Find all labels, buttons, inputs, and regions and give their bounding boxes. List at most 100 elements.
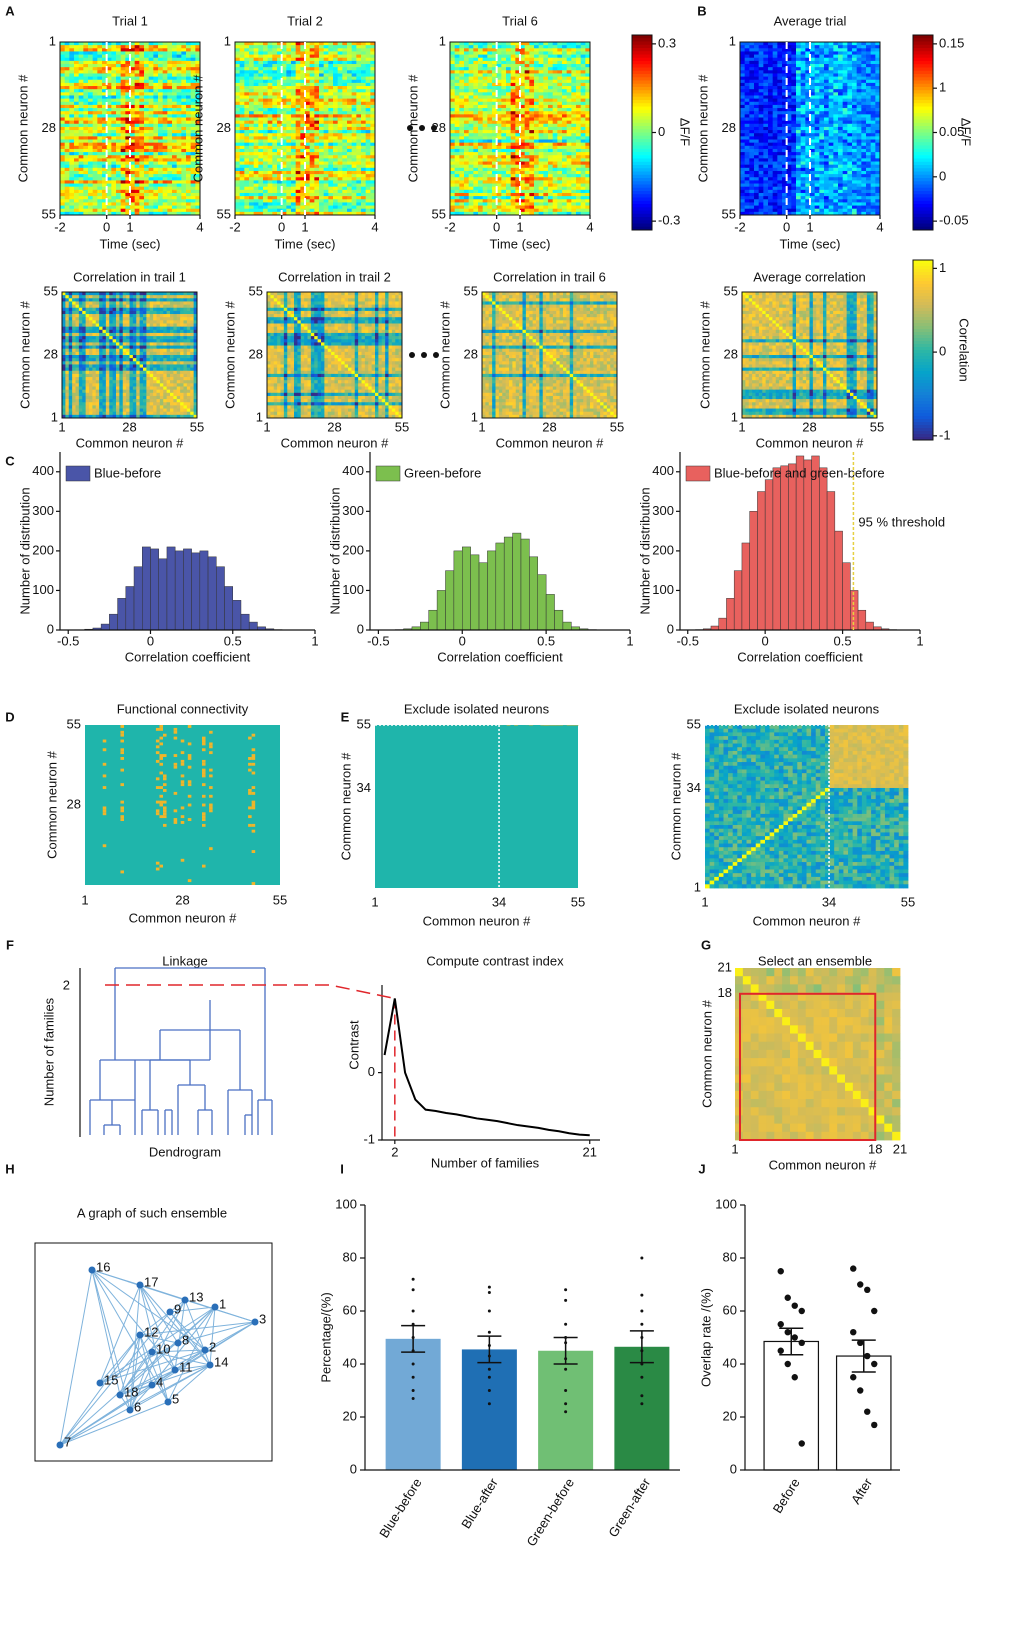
heat-cell [464,126,470,131]
heat-cell [162,130,168,134]
heat-cell [258,104,264,109]
heat-cell [78,183,84,188]
heat-cell [83,211,89,216]
heat-cell [253,111,259,115]
heat-cell [548,205,554,210]
heat-cell [190,155,196,159]
heat-cell [305,148,311,153]
heat-cell [473,189,479,194]
heat-cell [167,145,173,150]
heat-cell [88,158,94,162]
heat-cell [524,152,530,156]
heat-cell [323,73,329,77]
heat-cell [139,152,145,156]
heat-cell [277,48,283,52]
heat-cell [450,170,456,175]
heat-cell [566,192,572,197]
heat-cell [102,54,108,59]
heat-cell [186,76,192,81]
heat-cell [520,60,526,65]
heat-cell [249,145,255,150]
heat-cell [235,108,241,112]
heat-cell [249,73,255,77]
heat-cell [365,70,371,74]
heat-cell [333,101,339,106]
heat-cell [309,152,315,156]
heat-cell [120,123,126,128]
heat-cell [482,101,488,106]
heat-cell [562,167,568,172]
y-tick-label: 55 [42,206,56,221]
heat-cell [78,177,84,181]
heat-cell [524,70,530,74]
heat-cell [557,202,563,206]
heat-cell [83,196,89,200]
heat-cell [548,60,554,65]
heat-cell [144,145,150,150]
heat-cell [356,208,362,213]
heat-cell [134,180,140,184]
heat-cell [281,57,287,62]
heat-cell [172,177,178,181]
heat-cell [492,57,498,62]
heat-cell [244,95,250,100]
heat-cell [328,130,334,134]
heat-cell [562,54,568,59]
heat-cell [337,111,343,115]
heat-cell [139,92,145,96]
heat-cell [323,114,329,118]
heat-cell [459,95,465,100]
heat-cell [454,82,460,87]
heat-cell [249,152,255,156]
heat-cell [162,136,168,140]
heat-cell [153,114,159,118]
heat-cell [97,76,103,81]
heat-cell [337,126,343,131]
heat-cell [120,104,126,109]
heat-cell [580,89,586,93]
heat-cell [176,98,182,103]
heat-cell [120,158,126,162]
heat-cell [510,101,516,106]
heat-cell [97,98,103,103]
heat-cell [239,148,245,153]
heat-cell [370,164,376,169]
heat-cell [258,208,264,213]
heat-cell [148,145,154,150]
heat-cell [319,139,325,144]
heat-cell [562,79,568,84]
x-tick-label: 4 [371,219,378,234]
heat-cell [487,114,493,118]
heat-cell [515,192,521,197]
heat-cell [323,108,329,112]
heat-cell [130,170,136,175]
heat-cell [267,202,273,206]
heat-cell [111,199,117,203]
heat-cell [244,189,250,194]
heat-cell [487,57,493,62]
heat-cell [487,192,493,197]
heat-cell [88,155,94,159]
heat-cell [106,155,112,159]
heat-cell [102,60,108,65]
heat-cell [529,174,535,178]
heat-cell [144,48,150,52]
heat-cell [450,130,456,134]
heat-cell [478,126,484,131]
heat-cell [468,70,474,74]
heat-cell [323,152,329,156]
heat-cell [300,164,306,169]
heat-cell [328,123,334,128]
heat-cell [309,208,315,213]
heat-cell [356,139,362,144]
heat-cell [277,76,283,81]
heat-cell [78,202,84,206]
heat-cell [356,54,362,59]
heat-cell [249,161,255,166]
heat-cell [83,126,89,131]
heat-cell [106,133,112,137]
heat-cell [496,48,502,52]
heat-cell [459,202,465,206]
heat-cell [277,174,283,178]
heat-cell [370,117,376,122]
